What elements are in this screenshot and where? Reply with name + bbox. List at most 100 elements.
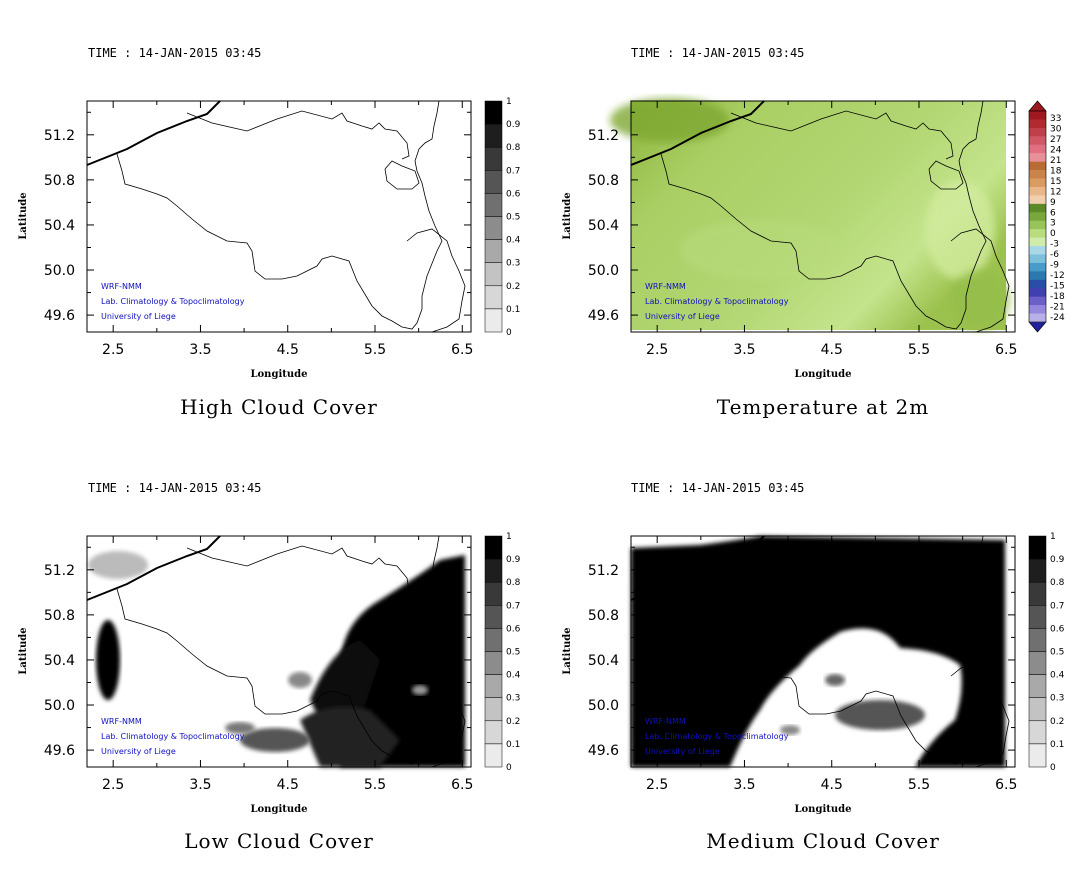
colorbar-bin (1028, 628, 1047, 652)
border-line (730, 110, 954, 160)
border-line (950, 663, 1010, 768)
colorbar-label: 18 (1050, 166, 1062, 176)
x-tick-label: 5.5 (364, 777, 386, 793)
colorbar-bin (1029, 279, 1046, 289)
mild-zone (925, 180, 995, 280)
colorbar-bin (1029, 246, 1046, 255)
panel-time: TIME : 14-JAN-2015 03:45 (88, 481, 261, 495)
colorbar-bin (1029, 178, 1046, 188)
colorbar-label: 0.9 (506, 555, 521, 565)
colorbar-bin (1028, 535, 1047, 560)
colorbar-label: 33 (1050, 114, 1061, 124)
y-tick-label: 50.4 (44, 218, 75, 234)
medium-cloud-field (631, 536, 1005, 767)
credit-line: Lab. Climatology & Topoclimatology (645, 297, 789, 306)
cloud-patch-west (96, 620, 120, 700)
colorbar-label: 0.7 (506, 166, 520, 176)
axis-ticks: 2.5 3.5 4.5 5.5 6.5 51.2 50.8 50.4 50.0 49.6 (588, 536, 1017, 793)
colorbar-bin (1029, 153, 1046, 162)
colorbar-bin (1029, 288, 1046, 297)
panel-time: TIME : 14-JAN-2015 03:45 (88, 46, 261, 60)
x-tick-label: 3.5 (189, 777, 211, 793)
colorbar-label: 1 (506, 97, 512, 107)
x-tick-label: 2.5 (102, 777, 124, 793)
colorbar-bin (484, 628, 503, 652)
colorbar-bin (1029, 170, 1046, 179)
colorbar-label: 24 (1050, 145, 1062, 155)
colorbar: 1 0.9 0.8 0.7 0.6 0.5 0.4 0.3 0.2 0.1 0 (484, 97, 521, 338)
y-tick-label: 50.0 (44, 263, 75, 279)
y-tick-label: 50.0 (44, 698, 75, 714)
colorbar-label: 0.5 (506, 213, 520, 223)
colorbar-bin (484, 193, 503, 217)
colorbar-bin (484, 239, 503, 263)
map-frame (630, 535, 1016, 768)
colorbar-bin (484, 743, 503, 768)
colorbar-bin (1029, 119, 1046, 129)
cloud-patch-nw (88, 551, 148, 579)
x-tick-label: 4.5 (821, 342, 843, 358)
colorbar-label: 0.2 (506, 717, 520, 727)
x-axis-label: Longitude (794, 804, 851, 815)
y-tick-label: 50.0 (588, 263, 619, 279)
colorbar-bin (484, 285, 503, 310)
cold-zone (610, 98, 730, 142)
country-borders (86, 100, 466, 333)
axis-ticks: 2.5 3.5 4.5 5.5 6.5 51.2 50.8 50.4 50.0 49.6 (44, 536, 473, 793)
border-line (186, 545, 410, 595)
colorbar-label: 0 (1050, 229, 1056, 239)
colorbar-label: 12 (1050, 187, 1061, 197)
border-line (406, 663, 466, 768)
y-axis-label: Latitude (562, 627, 573, 674)
x-tick-label: 6.5 (995, 777, 1017, 793)
y-tick-label: 49.6 (44, 743, 75, 759)
map-frame (86, 100, 472, 333)
x-tick-label: 5.5 (908, 777, 930, 793)
colorbar-bin (1028, 581, 1047, 606)
panel-title: Medium Cloud Cover (706, 829, 940, 853)
colorbar-bin (1029, 186, 1046, 196)
border-line (928, 595, 964, 625)
colorbar-label: 0.7 (1050, 601, 1064, 611)
colorbar-label: 0.8 (506, 143, 521, 153)
colorbar-bin (1029, 313, 1046, 323)
x-tick-label: 4.5 (277, 342, 299, 358)
y-tick-label: 51.2 (588, 128, 619, 144)
colorbar-bin (1028, 720, 1047, 745)
x-tick-label: 4.5 (277, 777, 299, 793)
coastline (630, 100, 765, 166)
colorbar-label: 0.9 (1050, 555, 1065, 565)
x-tick-label: 3.5 (733, 777, 755, 793)
border-line (406, 228, 466, 333)
x-tick-label: 3.5 (733, 342, 755, 358)
credits: WRF-NMM Lab. Climatology & Topoclimatolog… (101, 282, 245, 321)
colorbar-label: -9 (1050, 261, 1059, 271)
credit-line: Lab. Climatology & Topoclimatology (101, 297, 245, 306)
colorbar-bin (1029, 220, 1046, 230)
border-line (660, 535, 987, 765)
colorbar-bin (484, 308, 503, 333)
y-tick-label: 51.2 (44, 128, 75, 144)
x-tick-label: 4.5 (821, 777, 843, 793)
colorbar-bin (1028, 651, 1047, 675)
colorbar-bin (1029, 161, 1046, 171)
cloud-patch (288, 672, 312, 688)
border-line (730, 545, 954, 595)
panel-time: TIME : 14-JAN-2015 03:45 (631, 46, 804, 60)
colorbar-bin (484, 581, 503, 606)
colorbar-bin (484, 674, 503, 698)
y-tick-label: 50.8 (588, 173, 619, 189)
colorbar-bin (484, 123, 503, 148)
colorbar-bin (1028, 605, 1047, 629)
panel-title: High Cloud Cover (180, 395, 378, 419)
x-tick-label: 3.5 (189, 342, 211, 358)
panel-title: Low Cloud Cover (184, 829, 374, 853)
y-tick-label: 50.8 (44, 608, 75, 624)
cloud-mass (631, 536, 1005, 767)
credit-line: University of Liege (645, 312, 720, 321)
colorbar-label: 0.4 (506, 671, 521, 681)
credits: WRF-NMM Lab. Climatology & Topoclimatolog… (645, 717, 789, 756)
panel-low-cloud: TIME : 14-JAN-2015 03:45 2.5 3.5 4.5 5.5 6.5… (18, 481, 521, 853)
colorbar-label: -15 (1050, 282, 1065, 292)
